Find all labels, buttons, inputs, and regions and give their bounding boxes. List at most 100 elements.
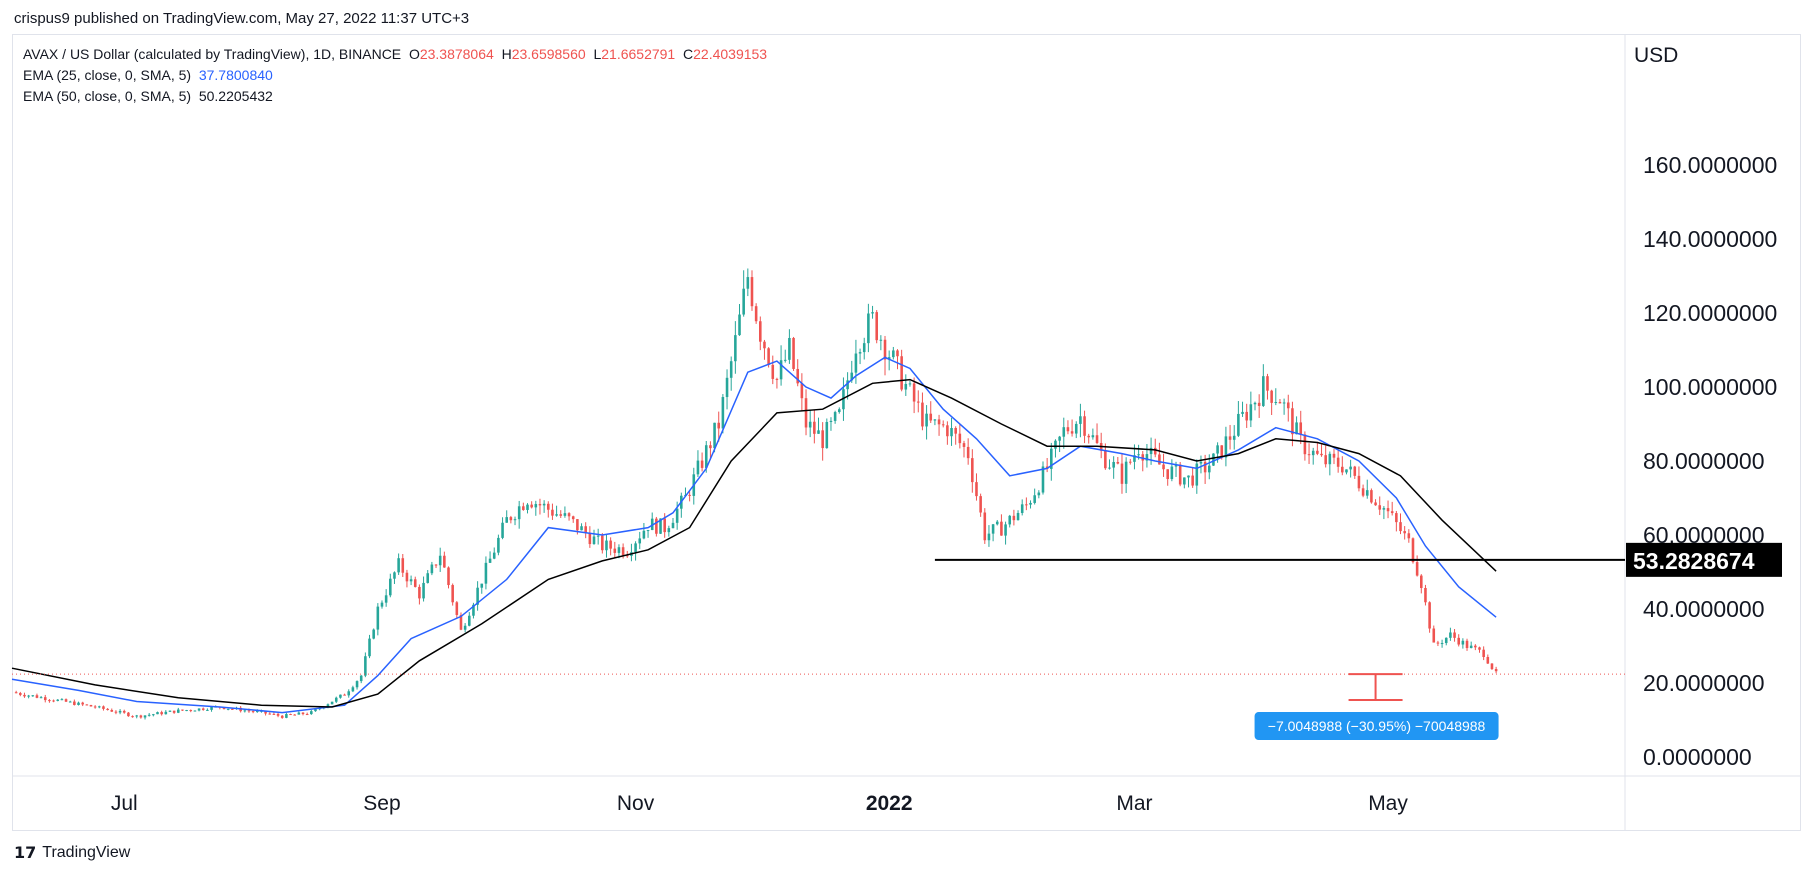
candle-body[interactable] xyxy=(1440,643,1444,645)
candle-body[interactable] xyxy=(991,524,995,534)
candle-body[interactable] xyxy=(563,513,567,516)
candle-body[interactable] xyxy=(613,548,617,553)
candle-body[interactable] xyxy=(1166,469,1169,480)
candle-body[interactable] xyxy=(696,460,700,475)
candle-body[interactable] xyxy=(734,335,737,362)
candle-body[interactable] xyxy=(509,517,513,521)
candle-body[interactable] xyxy=(825,421,829,449)
candle-body[interactable] xyxy=(1365,490,1369,496)
candle-body[interactable] xyxy=(1008,515,1012,525)
candle-body[interactable] xyxy=(380,602,384,607)
candle-body[interactable] xyxy=(468,615,471,626)
candle-body[interactable] xyxy=(197,708,201,711)
candle-body[interactable] xyxy=(929,413,933,421)
candle-body[interactable] xyxy=(1162,464,1165,470)
candle-body[interactable] xyxy=(422,582,425,599)
candle-body[interactable] xyxy=(634,543,637,553)
candle-body[interactable] xyxy=(1029,502,1032,505)
candle-body[interactable] xyxy=(1382,508,1386,510)
candle-body[interactable] xyxy=(1262,376,1265,406)
candle-body[interactable] xyxy=(946,425,949,437)
candle-body[interactable] xyxy=(472,604,475,616)
candle-body[interactable] xyxy=(1070,431,1074,434)
candle-body[interactable] xyxy=(576,519,579,531)
candle-body[interactable] xyxy=(1120,463,1124,484)
brand-footer[interactable]: 17 TradingView xyxy=(14,843,130,862)
candle-body[interactable] xyxy=(1245,411,1248,421)
candle-body[interactable] xyxy=(775,378,779,380)
candle-body[interactable] xyxy=(1104,450,1107,469)
candle-body[interactable] xyxy=(372,629,375,639)
candle-body[interactable] xyxy=(1178,464,1182,485)
candle-body[interactable] xyxy=(771,364,775,379)
candle-body[interactable] xyxy=(181,709,184,711)
candle-body[interactable] xyxy=(280,715,284,718)
candle-body[interactable] xyxy=(139,715,143,718)
candle-body[interactable] xyxy=(725,377,729,398)
candle-body[interactable] xyxy=(555,514,558,516)
candle-body[interactable] xyxy=(526,504,529,510)
candle-body[interactable] xyxy=(887,357,891,360)
candle-body[interactable] xyxy=(1116,461,1120,464)
candle-body[interactable] xyxy=(896,350,899,357)
candle-body[interactable] xyxy=(1257,402,1261,406)
candle-body[interactable] xyxy=(1216,445,1219,454)
candle-body[interactable] xyxy=(430,564,434,574)
candle-body[interactable] xyxy=(476,587,479,605)
candle-body[interactable] xyxy=(492,552,496,559)
candle-body[interactable] xyxy=(588,533,592,545)
candle-body[interactable] xyxy=(625,555,629,557)
candle-body[interactable] xyxy=(638,538,642,544)
candle-body[interactable] xyxy=(592,536,596,545)
candle-body[interactable] xyxy=(1461,640,1465,645)
candle-body[interactable] xyxy=(871,312,874,314)
candle-body[interactable] xyxy=(788,337,791,360)
candle-body[interactable] xyxy=(1054,440,1057,449)
candle-body[interactable] xyxy=(609,540,612,549)
candle-body[interactable] xyxy=(1137,454,1140,456)
candle-body[interactable] xyxy=(1482,649,1485,658)
candle-body[interactable] xyxy=(206,709,209,711)
candle-body[interactable] xyxy=(987,533,991,541)
candle-body[interactable] xyxy=(1282,402,1286,404)
candle-body[interactable] xyxy=(1025,504,1028,506)
candle-body[interactable] xyxy=(1295,422,1298,435)
candle-body[interactable] xyxy=(916,401,920,403)
candle-body[interactable] xyxy=(276,713,280,716)
candle-body[interactable] xyxy=(983,512,987,541)
candle-body[interactable] xyxy=(310,711,313,715)
candle-body[interactable] xyxy=(1207,465,1211,473)
candle-body[interactable] xyxy=(143,715,147,718)
candle-body[interactable] xyxy=(314,709,317,712)
candle-body[interactable] xyxy=(127,712,130,717)
candle-body[interactable] xyxy=(1158,454,1161,465)
candle-body[interactable] xyxy=(709,445,712,449)
candle-body[interactable] xyxy=(85,704,89,706)
candle-body[interactable] xyxy=(60,699,64,701)
candle-body[interactable] xyxy=(867,313,870,344)
candle-body[interactable] xyxy=(821,430,824,449)
candle-body[interactable] xyxy=(1474,645,1477,648)
candle-body[interactable] xyxy=(908,383,912,385)
candle-body[interactable] xyxy=(800,383,804,399)
candle-body[interactable] xyxy=(663,518,666,533)
candle-body[interactable] xyxy=(750,277,754,307)
candle-body[interactable] xyxy=(1183,477,1186,485)
candle-body[interactable] xyxy=(1278,402,1282,404)
candle-body[interactable] xyxy=(1145,454,1149,461)
candle-body[interactable] xyxy=(1490,663,1494,670)
candle-body[interactable] xyxy=(35,695,39,698)
candle-body[interactable] xyxy=(497,537,500,553)
candle-body[interactable] xyxy=(347,691,351,696)
candle-body[interactable] xyxy=(941,424,945,426)
candle-body[interactable] xyxy=(700,460,704,468)
candle-body[interactable] xyxy=(850,372,854,381)
candle-body[interactable] xyxy=(517,506,521,520)
candle-body[interactable] xyxy=(892,350,895,358)
candle-body[interactable] xyxy=(958,433,962,444)
candle-body[interactable] xyxy=(168,710,172,712)
candle-body[interactable] xyxy=(1270,390,1273,403)
candle-body[interactable] xyxy=(1349,466,1352,470)
candle-body[interactable] xyxy=(1141,454,1145,461)
candle-body[interactable] xyxy=(937,419,941,425)
